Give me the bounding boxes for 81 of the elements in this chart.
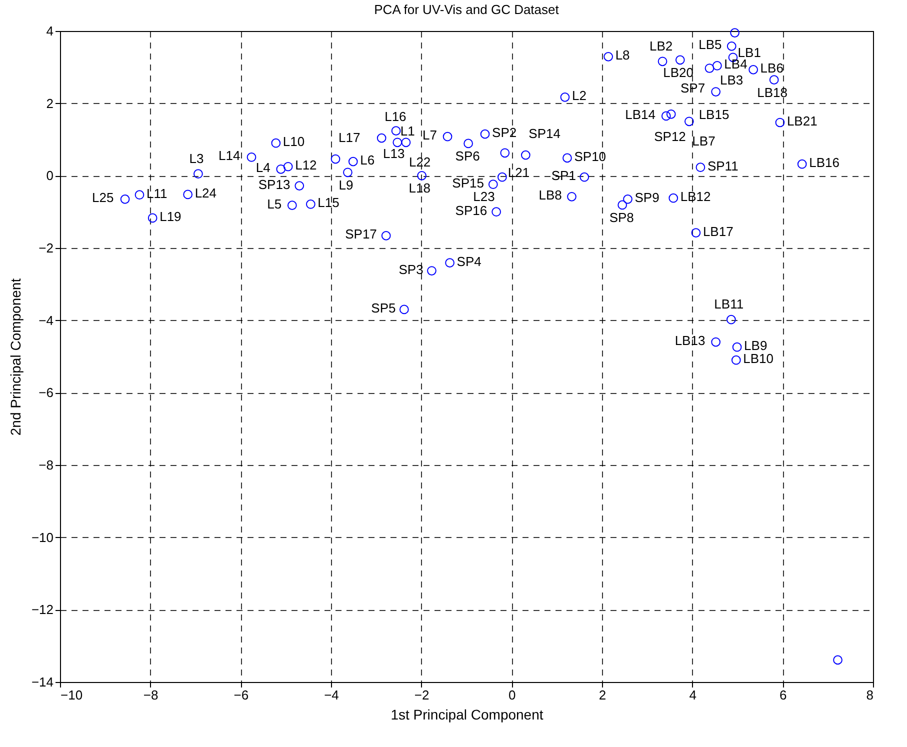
x-tick-label: 8 (866, 688, 874, 702)
data-label: LB9 (744, 338, 768, 354)
y-tick-label: −14 (31, 674, 54, 690)
data-label: LB20 (663, 64, 694, 80)
data-label: L5 (267, 196, 282, 212)
data-label: L2 (572, 88, 586, 104)
x-tick-label: −8 (143, 688, 158, 702)
x-tick-label: 0 (508, 688, 516, 702)
data-label: SP8 (609, 210, 634, 225)
x-axis-title: 1st Principal Component (390, 706, 544, 722)
data-label: SP11 (707, 158, 738, 174)
data-label: SP17 (345, 226, 377, 242)
data-label: L16 (384, 109, 406, 124)
y-tick-label: −12 (31, 602, 54, 618)
data-label: LB8 (538, 188, 562, 203)
y-tick-label: −6 (38, 385, 54, 400)
data-label: L7 (422, 128, 437, 143)
data-label: LB2 (650, 38, 673, 54)
data-label: LB5 (698, 37, 722, 52)
data-label: SP9 (634, 190, 660, 206)
data-label: L14 (218, 148, 240, 164)
data-label: L24 (194, 185, 217, 200)
data-label: LB18 (757, 84, 788, 100)
y-tick-label: −10 (31, 530, 54, 545)
y-tick-label: −8 (38, 458, 54, 472)
data-label: L17 (338, 130, 360, 146)
data-label: LB13 (674, 333, 706, 348)
data-label: LB3 (720, 72, 744, 88)
data-label: L23 (473, 189, 495, 204)
x-tick-label: −6 (234, 688, 249, 702)
data-label: L9 (338, 177, 354, 192)
data-label: SP6 (455, 148, 480, 164)
data-label: SP5 (371, 300, 396, 316)
y-tick-label: 0 (46, 168, 54, 184)
data-label: L4 (256, 160, 270, 176)
data-label: SP12 (654, 129, 686, 144)
data-label: SP1 (551, 168, 576, 184)
data-label: LB11 (714, 296, 744, 312)
data-label: SP10 (574, 148, 606, 164)
x-tick-label: 4 (689, 688, 696, 702)
data-label: L21 (508, 164, 530, 180)
data-label: SP15 (452, 175, 484, 190)
data-label: L1 (400, 123, 415, 138)
x-tick-label: 6 (780, 688, 787, 702)
y-tick-label: 4 (46, 24, 54, 38)
data-label: LB7 (692, 133, 716, 148)
data-label: L11 (146, 186, 168, 201)
x-tick-label: −10 (60, 688, 83, 702)
data-label: SP14 (528, 126, 560, 142)
y-tick-label: −2 (38, 240, 54, 256)
data-label: LB17 (702, 224, 734, 239)
data-label: LB15 (698, 106, 730, 122)
data-label: L12 (295, 158, 317, 173)
data-label: L10 (282, 134, 305, 150)
data-label: L8 (615, 48, 630, 63)
x-tick-label: −4 (324, 688, 339, 702)
data-label: L3 (189, 150, 204, 166)
data-label: LB10 (743, 351, 774, 366)
y-tick-label: −4 (38, 312, 54, 328)
data-label: L15 (318, 195, 340, 210)
data-label: SP7 (680, 80, 706, 96)
data-label: L13 (383, 146, 405, 161)
data-label: SP13 (258, 176, 290, 192)
data-label: SP16 (455, 202, 488, 218)
y-axis-title: 2nd Principal Component (7, 278, 24, 436)
data-label: L6 (360, 152, 375, 168)
y-tick-label: 2 (46, 96, 54, 111)
data-label: LB16 (809, 155, 840, 170)
data-label: SP2 (492, 125, 517, 140)
data-label: SP4 (456, 254, 482, 269)
data-label: L25 (92, 190, 114, 206)
x-tick-label: 2 (598, 688, 606, 702)
data-label: LB12 (680, 189, 711, 204)
data-label: L19 (160, 208, 182, 224)
data-label: LB14 (625, 106, 656, 122)
data-label: SP3 (398, 262, 424, 277)
x-tick-label: −2 (414, 688, 430, 702)
chart-title: PCA for UV-Vis and GC Dataset (374, 2, 560, 17)
data-label: LB21 (786, 114, 818, 128)
data-label: LB6 (760, 60, 784, 76)
data-label: L22 (408, 154, 431, 170)
